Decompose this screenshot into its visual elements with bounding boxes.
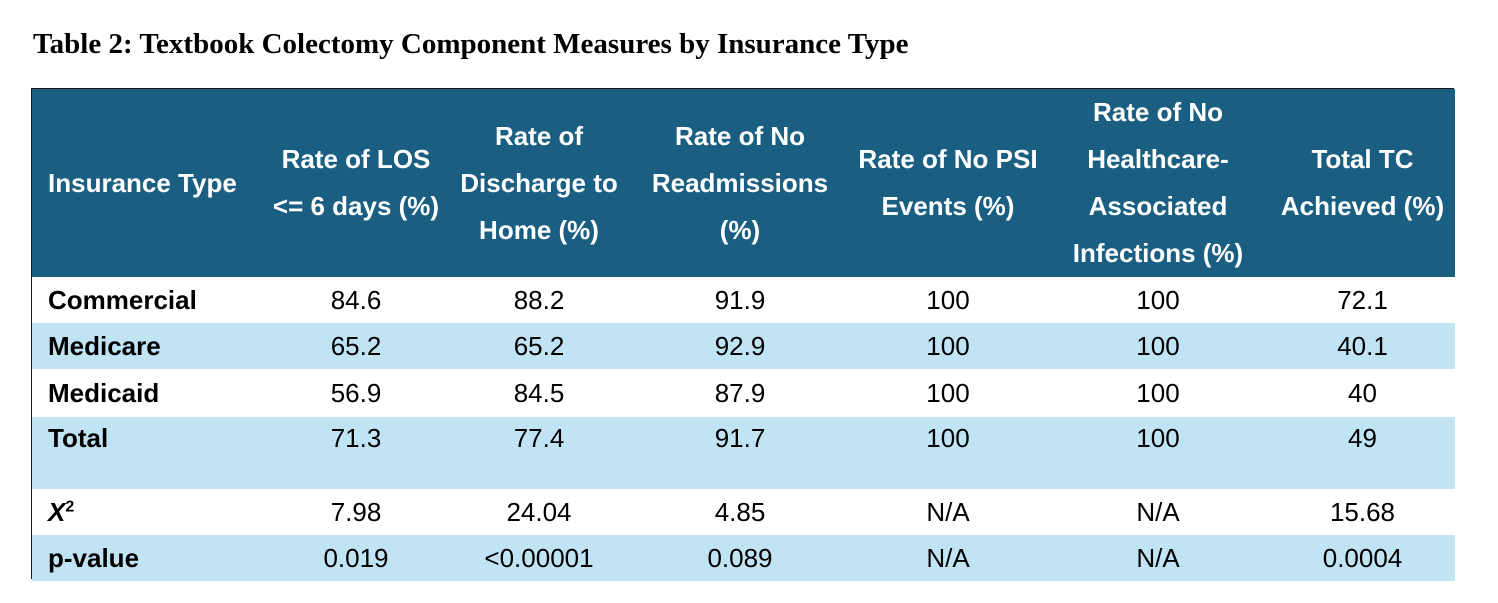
- table-cell: 100: [1046, 417, 1270, 489]
- row-label: Commercial: [32, 277, 264, 323]
- table-cell: 100: [1046, 277, 1270, 323]
- table-cell: 84.6: [264, 277, 448, 323]
- table-cell: 72.1: [1270, 277, 1455, 323]
- table-cell: 91.9: [630, 277, 850, 323]
- table-row-p-value: p-value 0.019 <0.00001 0.089 N/A N/A 0.0…: [32, 535, 1455, 581]
- table-cell: 0.019: [264, 535, 448, 581]
- table-cell: 100: [850, 323, 1046, 369]
- header-los-rate: Rate of LOS <= 6 days (%): [264, 89, 448, 277]
- data-table: Insurance Type Rate of LOS <= 6 days (%)…: [32, 89, 1455, 581]
- table-cell: 40.1: [1270, 323, 1455, 369]
- table-cell: 100: [1046, 369, 1270, 417]
- chi-square-exponent: 2: [65, 497, 75, 515]
- table-cell: 91.7: [630, 417, 850, 489]
- table-row-commercial: Commercial 84.6 88.2 91.9 100 100 72.1: [32, 277, 1455, 323]
- table-cell: 0.0004: [1270, 535, 1455, 581]
- table-cell: 88.2: [448, 277, 630, 323]
- table-cell: 56.9: [264, 369, 448, 417]
- table-cell: 15.68: [1270, 489, 1455, 535]
- header-no-hai-rate: Rate of No Healthcare-Associated Infecti…: [1046, 89, 1270, 277]
- header-no-readmissions-rate: Rate of No Readmissions (%): [630, 89, 850, 277]
- table-cell: N/A: [1046, 535, 1270, 581]
- table-cell: 87.9: [630, 369, 850, 417]
- row-label: p-value: [32, 535, 264, 581]
- table-cell: 100: [850, 369, 1046, 417]
- header-row: Insurance Type Rate of LOS <= 6 days (%)…: [32, 89, 1455, 277]
- table-row-medicare: Medicare 65.2 65.2 92.9 100 100 40.1: [32, 323, 1455, 369]
- table-cell: 65.2: [264, 323, 448, 369]
- table-cell: 84.5: [448, 369, 630, 417]
- table-cell: 4.85: [630, 489, 850, 535]
- header-discharge-home-rate: Rate of Discharge to Home (%): [448, 89, 630, 277]
- row-label: Medicaid: [32, 369, 264, 417]
- table-cell: 77.4: [448, 417, 630, 489]
- table-cell: 49: [1270, 417, 1455, 489]
- header-no-psi-events-rate: Rate of No PSI Events (%): [850, 89, 1046, 277]
- header-insurance-type: Insurance Type: [32, 89, 264, 277]
- table-cell: 24.04: [448, 489, 630, 535]
- data-table-container: Insurance Type Rate of LOS <= 6 days (%)…: [31, 88, 1455, 581]
- table-cell: 40: [1270, 369, 1455, 417]
- table-row-total: Total 71.3 77.4 91.7 100 100 49: [32, 417, 1455, 489]
- header-total-tc-achieved: Total TC Achieved (%): [1270, 89, 1455, 277]
- table-cell: N/A: [850, 535, 1046, 581]
- table-cell: 100: [850, 277, 1046, 323]
- table-title: Table 2: Textbook Colectomy Component Me…: [33, 28, 909, 60]
- row-label: X2: [32, 489, 264, 535]
- table-cell: 0.089: [630, 535, 850, 581]
- table-cell: 100: [850, 417, 1046, 489]
- row-label: Medicare: [32, 323, 264, 369]
- chi-square-symbol: X: [48, 496, 66, 527]
- table-row-chi-square: X2 7.98 24.04 4.85 N/A N/A 15.68: [32, 489, 1455, 535]
- table-cell: 71.3: [264, 417, 448, 489]
- table-cell: 65.2: [448, 323, 630, 369]
- table-cell: N/A: [1046, 489, 1270, 535]
- table-cell: <0.00001: [448, 535, 630, 581]
- row-label: Total: [32, 417, 264, 489]
- table-cell: 92.9: [630, 323, 850, 369]
- table-row-medicaid: Medicaid 56.9 84.5 87.9 100 100 40: [32, 369, 1455, 417]
- table-cell: 100: [1046, 323, 1270, 369]
- table-cell: N/A: [850, 489, 1046, 535]
- table-cell: 7.98: [264, 489, 448, 535]
